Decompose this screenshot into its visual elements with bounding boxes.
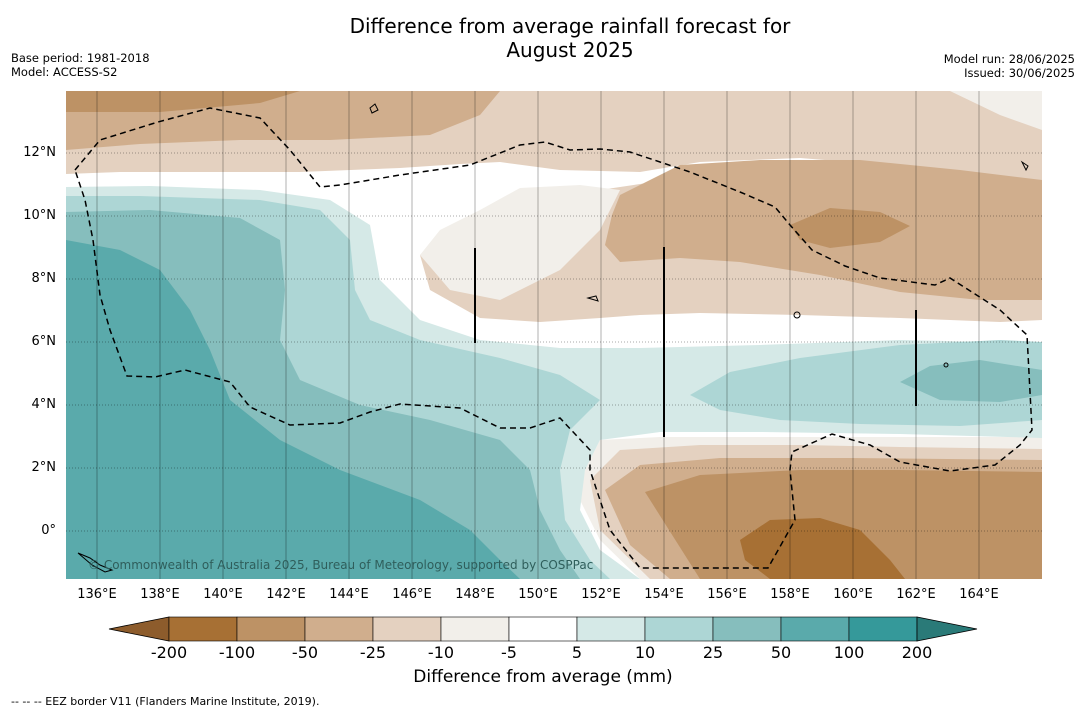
issued-date: Issued: 30/06/2025 (964, 66, 1075, 80)
eez-legend-note: -- -- -- EEZ border V11 (Flanders Marine… (11, 695, 320, 708)
lon-label-160e: 160°E (833, 587, 873, 602)
contour-north-ne-10 (950, 91, 1042, 130)
colorbar-extend-high (916, 616, 978, 642)
colorbar-segment (848, 616, 918, 642)
lon-label-154e: 154°E (644, 587, 684, 602)
title-line-2: August 2025 (506, 38, 634, 62)
colorbar-segment (372, 616, 442, 642)
lat-label-8n: 8°N (31, 271, 57, 286)
lat-label-2n: 2°N (31, 460, 57, 475)
island-5 (586, 295, 599, 302)
base-period-info: Base period: 1981-2018 Model: ACCESS-S2 (11, 51, 150, 79)
model-name: Model: ACCESS-S2 (11, 65, 118, 79)
colorbar-label: -100 (218, 643, 256, 662)
contour-central-100 (790, 208, 910, 248)
colorbar-label: -25 (359, 643, 387, 662)
lat-label-4n: 4°N (31, 397, 57, 412)
contour-se-200 (740, 518, 905, 579)
lon-label-152e: 152°E (581, 587, 621, 602)
lon-label-140e: 140°E (203, 587, 243, 602)
contour-north-100 (66, 91, 300, 112)
lon-label-158e: 158°E (770, 587, 810, 602)
island-1 (369, 103, 379, 114)
model-run: Model run: 28/06/2025 (943, 52, 1075, 66)
colorbar-title: Difference from average (mm) (413, 667, 673, 687)
contour-central-10 (420, 185, 620, 300)
colorbar-segment (508, 616, 578, 642)
lon-label-136e: 136°E (77, 587, 117, 602)
colorbar-label: -10 (427, 643, 455, 662)
lat-label-12n: 12°N (23, 145, 56, 160)
contour-wet-100 (66, 240, 520, 579)
lon-label-144e: 144°E (329, 587, 369, 602)
colorbar-segment (304, 616, 374, 642)
colorbar-segment (576, 616, 646, 642)
colorbar-label: 25 (702, 643, 724, 662)
lon-label-156e: 156°E (707, 587, 747, 602)
colorbar-segment (236, 616, 306, 642)
island-2 (793, 311, 801, 319)
colorbar-label: 200 (901, 643, 933, 662)
colorbar-segment (644, 616, 714, 642)
base-period: Base period: 1981-2018 (11, 51, 150, 65)
vertical-markers (474, 247, 917, 437)
eez-border (74, 107, 1033, 569)
colorbar-label: 10 (634, 643, 656, 662)
lon-label-138e: 138°E (140, 587, 180, 602)
colorbar (108, 616, 978, 642)
lat-label-0: 0° (41, 523, 56, 538)
colorbar-label: -5 (501, 643, 517, 662)
contour-east-50 (900, 360, 1042, 402)
island-3 (77, 552, 114, 573)
lon-label-164e: 164°E (959, 587, 999, 602)
colorbar-segment (440, 616, 510, 642)
lon-label-162e: 162°E (896, 587, 936, 602)
colorbar-label: 5 (571, 643, 583, 662)
island-6 (1020, 160, 1029, 172)
island-4 (943, 362, 949, 368)
colorbar-label: -50 (291, 643, 319, 662)
copyright-notice: © Commonwealth of Australia 2025, Bureau… (88, 558, 594, 572)
colorbar-label: 100 (833, 643, 865, 662)
colorbar-segment (780, 616, 850, 642)
colorbar-segment (168, 616, 238, 642)
colorbar-extend-low (108, 616, 170, 642)
model-run-info: Model run: 28/06/2025 Issued: 30/06/2025 (944, 52, 1075, 80)
colorbar-label: 50 (770, 643, 792, 662)
title-line-1: Difference from average rainfall forecas… (349, 14, 791, 38)
colorbar-segment (712, 616, 782, 642)
islands (77, 103, 1029, 573)
colorbar-label: -200 (150, 643, 188, 662)
lon-label-146e: 146°E (392, 587, 432, 602)
rainfall-contours (66, 91, 1042, 579)
graticule (66, 91, 1042, 579)
lon-label-142e: 142°E (266, 587, 306, 602)
lat-label-6n: 6°N (31, 334, 57, 349)
lat-label-10n: 10°N (23, 208, 56, 223)
map-title: Difference from average rainfall forecas… (270, 14, 870, 62)
lon-label-148e: 148°E (455, 587, 495, 602)
contour-east-25 (690, 340, 1042, 426)
lon-label-150e: 150°E (518, 587, 558, 602)
